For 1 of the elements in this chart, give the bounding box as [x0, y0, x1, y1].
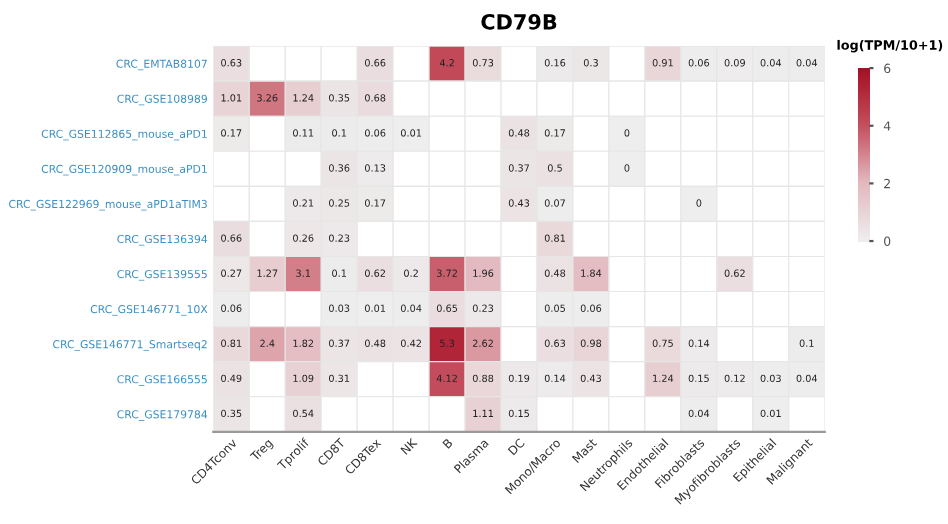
chart-title: CD79B: [481, 13, 557, 30]
